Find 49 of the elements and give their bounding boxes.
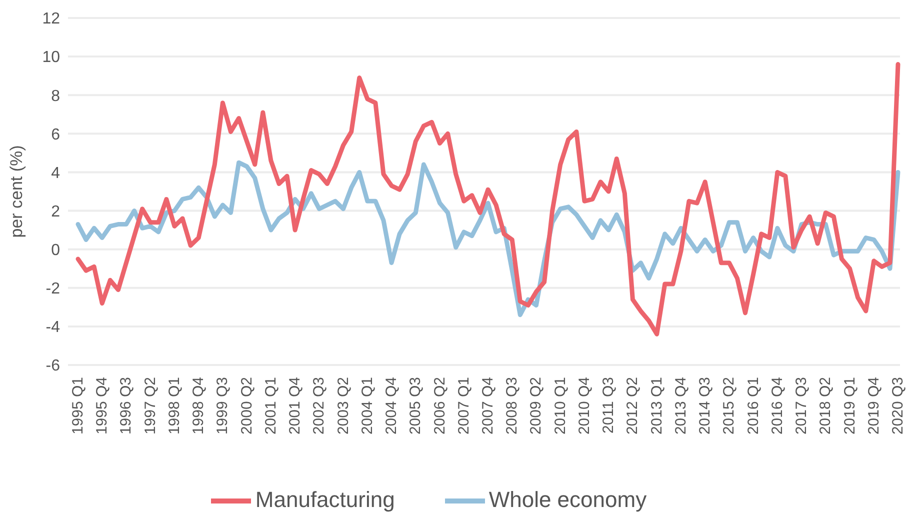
x-tick-label: 2012 Q2 [624, 377, 642, 435]
x-tick-label: 2016 Q4 [768, 377, 786, 435]
x-tick-label: 2014 Q3 [696, 377, 714, 435]
x-tick-label: 2004 Q4 [383, 377, 400, 435]
x-tick-label: 2010 Q1 [552, 377, 569, 435]
y-tick-label: 0 [51, 242, 60, 260]
y-tick-label: -2 [46, 280, 60, 298]
x-tick-label: 1998 Q4 [190, 377, 208, 435]
x-tick-label: 2001 Q1 [262, 377, 280, 435]
legend-label: Manufacturing [255, 486, 395, 512]
x-tick-label: 2019 Q1 [841, 377, 858, 435]
y-tick-label: -4 [46, 319, 60, 336]
x-tick-label: 1995 Q4 [94, 377, 111, 435]
y-axis-title: per cent (%) [7, 145, 26, 238]
y-tick-label: 8 [51, 88, 60, 105]
x-tick-label: 1998 Q1 [166, 377, 183, 435]
x-tick-label: 2015 Q2 [720, 377, 738, 435]
x-tick-label: 2007 Q1 [455, 377, 472, 435]
x-tick-label: 2019 Q4 [865, 377, 882, 435]
x-tick-label: 2013 Q4 [672, 377, 690, 435]
y-tick-label: 10 [42, 49, 60, 66]
x-tick-label: 2003 Q2 [334, 377, 352, 435]
x-tick-label: 2000 Q2 [238, 377, 256, 435]
x-tick-label: 2008 Q3 [504, 377, 521, 435]
x-tick-label: 2009 Q2 [528, 377, 545, 435]
x-tick-label: 1995 Q1 [70, 377, 86, 435]
line-series [76, 62, 900, 336]
x-tick-label: 2004 Q1 [358, 377, 376, 435]
x-tick-label: 2018 Q2 [817, 377, 834, 435]
y-tick-label: 4 [51, 164, 60, 182]
y-tick-label: 12 [42, 10, 60, 28]
x-tick-label: 2020 Q3 [890, 377, 906, 435]
x-tick-label: 2013 Q1 [648, 377, 666, 435]
x-tick-label: 2011 Q3 [600, 377, 618, 434]
x-tick-label: 2005 Q3 [407, 377, 424, 435]
x-tick-label: 2001 Q4 [286, 377, 304, 435]
x-tick-label: 2007 Q4 [480, 377, 496, 435]
y-tick-label: -6 [46, 358, 60, 375]
x-tick-label: 2006 Q2 [431, 377, 448, 435]
x-tick-label: 2002 Q3 [310, 377, 328, 435]
x-tick-label: 2017 Q3 [793, 377, 810, 435]
x-tick-label: 2016 Q1 [744, 377, 762, 435]
legend-label: Whole economy [488, 486, 647, 512]
x-tick-label: 1999 Q3 [214, 377, 232, 435]
y-tick-label: 6 [51, 126, 60, 144]
y-tick-label: 2 [51, 203, 60, 220]
x-tick-label: 2010 Q4 [576, 377, 593, 435]
x-tick-label: 1997 Q2 [142, 377, 159, 435]
x-tick-label: 1996 Q3 [118, 377, 135, 435]
